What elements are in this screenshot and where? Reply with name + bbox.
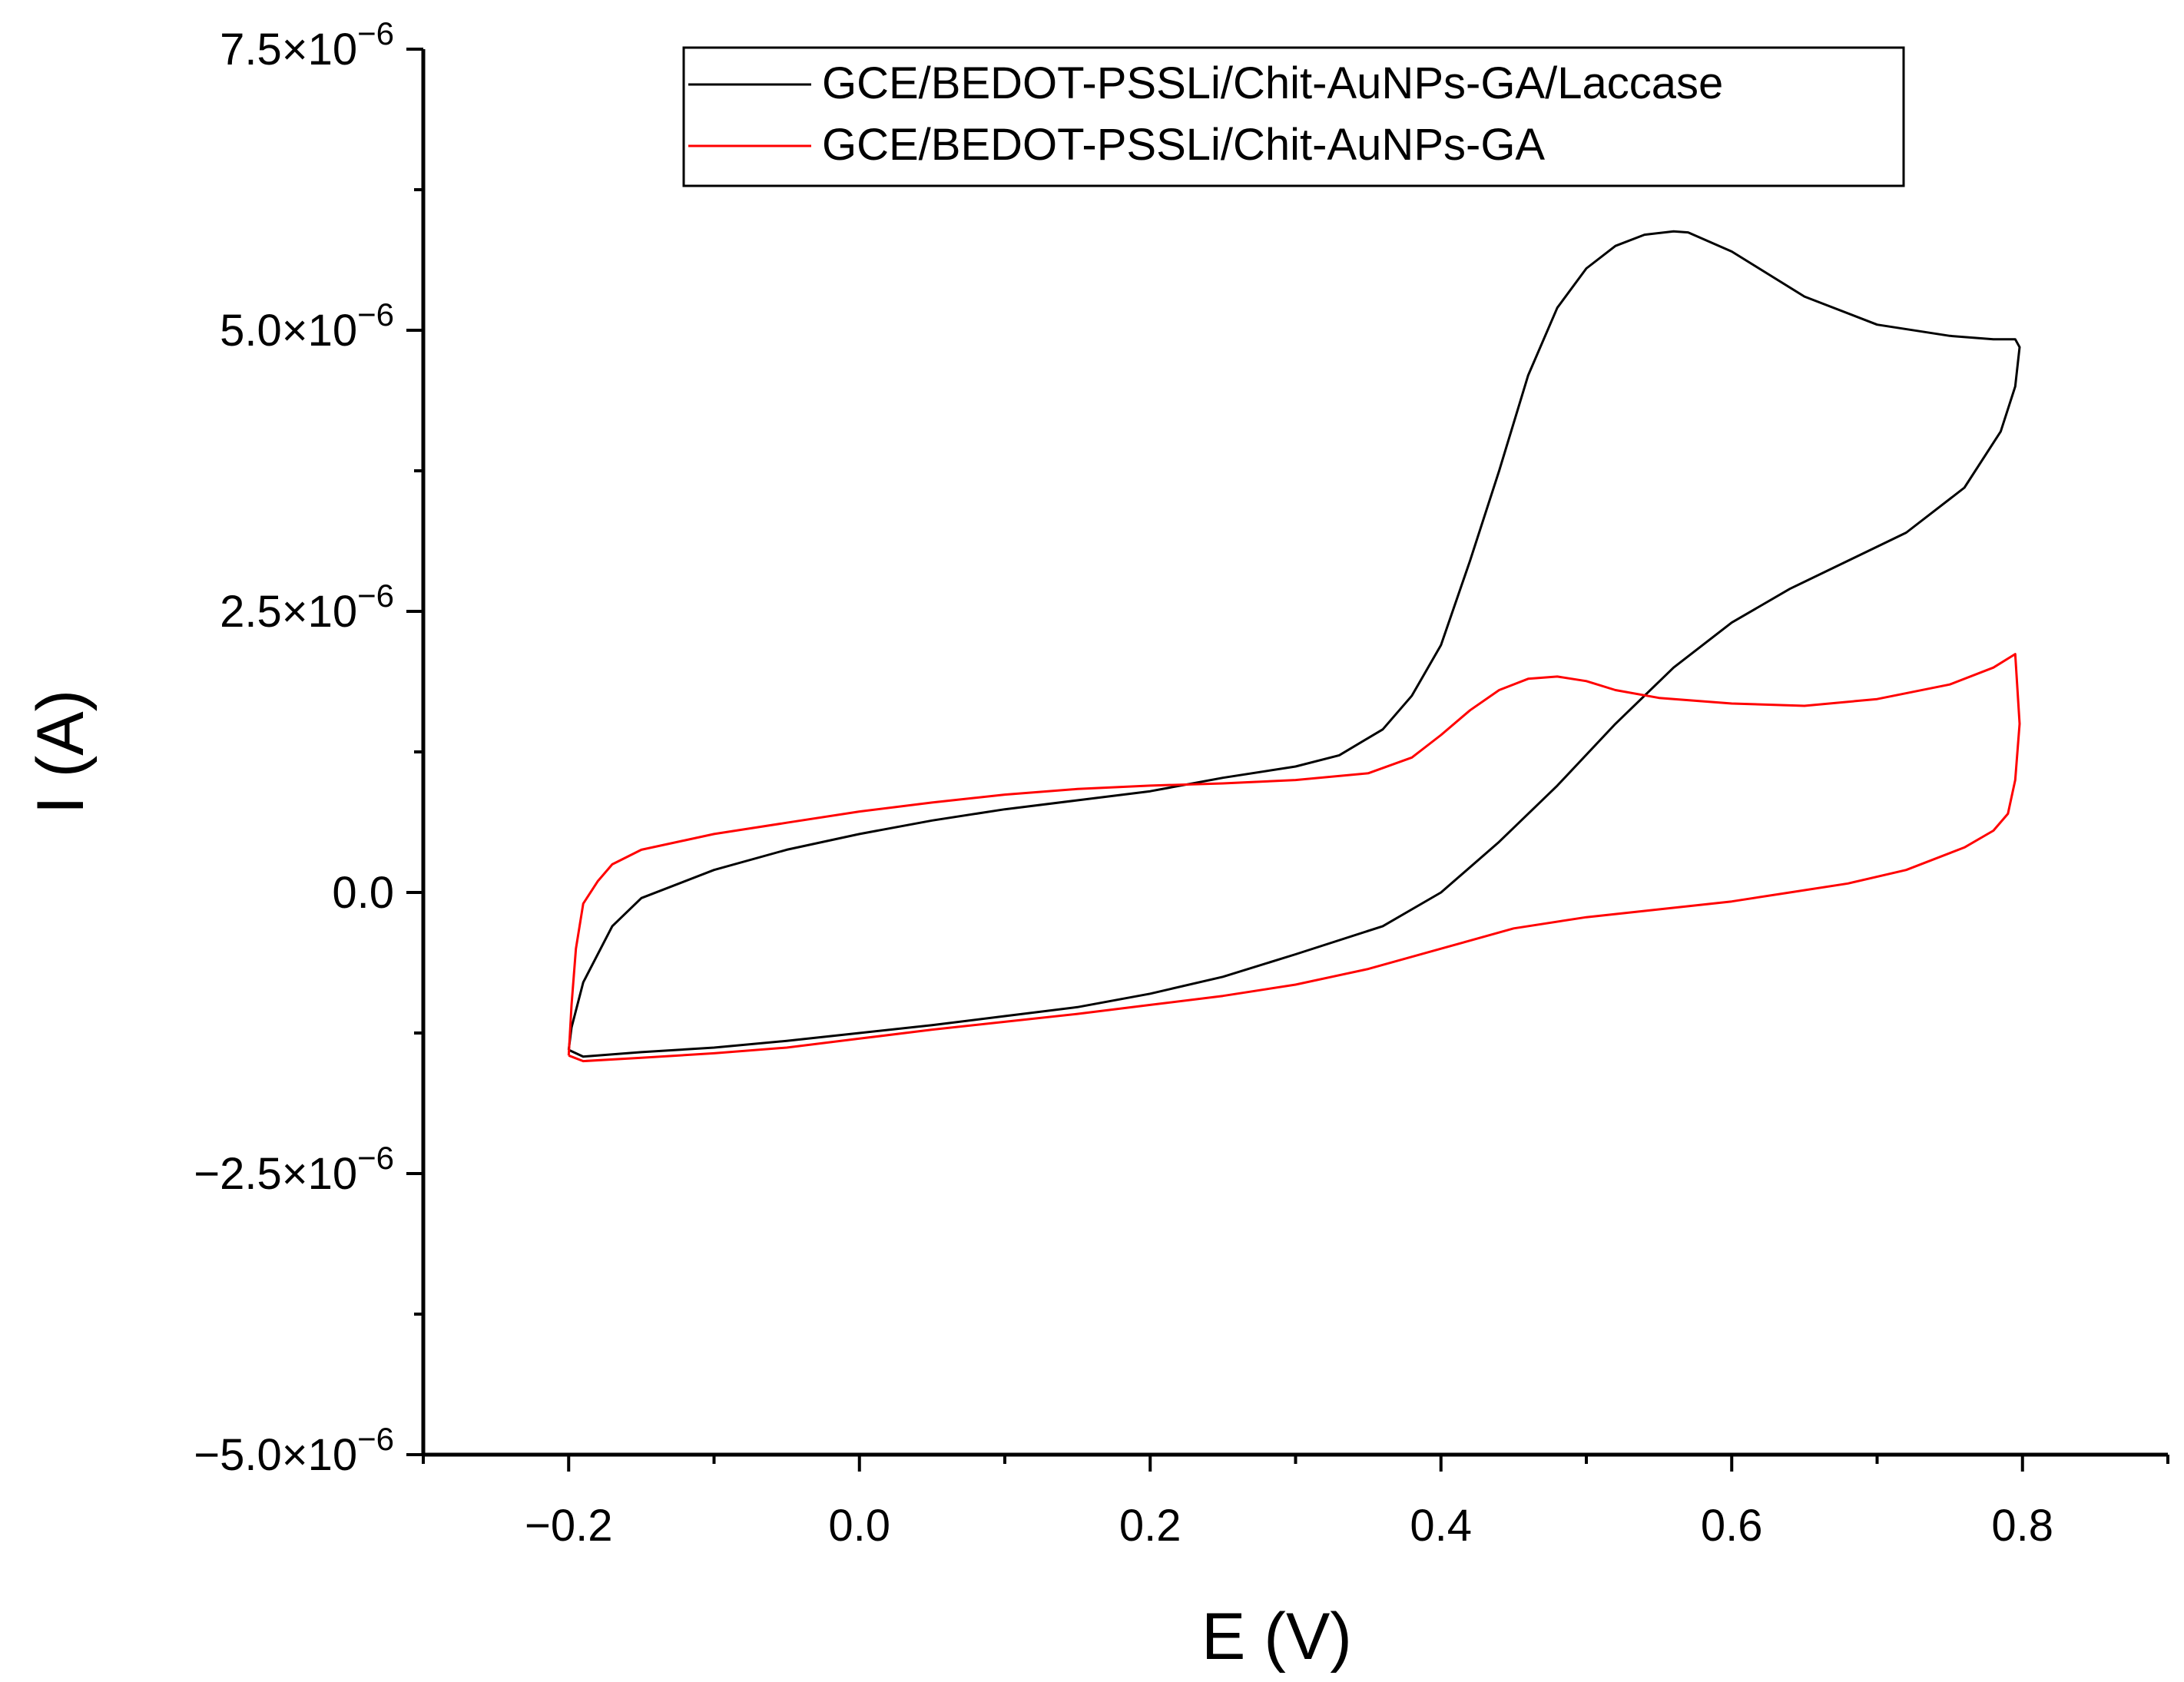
axes [421,49,2168,1457]
x-tick-label: 0.0 [828,1501,890,1551]
series-layer [567,230,2021,1063]
x-tick-label: 0.2 [1119,1501,1181,1551]
y-tick-label: 2.5×10−6 [220,578,394,637]
legend-box [682,46,1905,187]
legend-label-laccase: GCE/BEDOT-PSSLi/Chit-AuNPs-GA/Laccase [822,58,1723,108]
x-tick-label: 0.8 [1991,1501,2053,1551]
legend-label-control: GCE/BEDOT-PSSLi/Chit-AuNPs-GA [822,120,1545,170]
x-tick-label: 0.6 [1701,1501,1763,1551]
y-tick-label: 5.0×10−6 [220,296,394,356]
tick-labels: −0.2 0.0 0.2 0.4 0.6 0.8 −5.0×10−6 −2.5×10−6 0.0… [194,15,2053,1551]
series-line-1 [567,230,2021,1058]
ticks [406,48,2169,1472]
y-tick-label: −5.0×10−6 [194,1421,394,1480]
y-tick-label: 0.0 [332,868,394,918]
legend: GCE/BEDOT-PSSLi/Chit-AuNPs-GA/Laccase GC… [682,46,1905,187]
x-axis-label: E (V) [1201,1600,1352,1674]
y-tick-label: −2.5×10−6 [194,1140,394,1199]
y-axis-label: I (A) [24,690,98,814]
x-tick-label: −0.2 [525,1501,613,1551]
y-tick-label: 7.5×10−6 [220,15,394,74]
series-line-2 [567,653,2021,1063]
x-tick-label: 0.4 [1410,1501,1472,1551]
